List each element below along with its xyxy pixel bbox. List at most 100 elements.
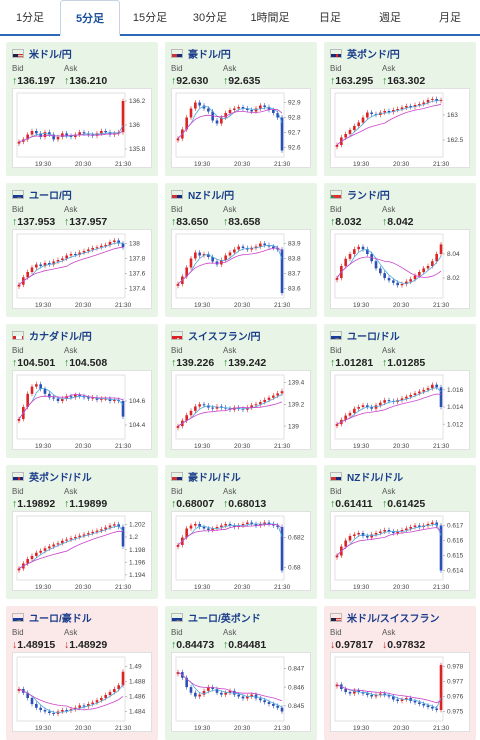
pair-name[interactable]: 米ドル/円 — [29, 46, 72, 61]
candle-body — [237, 695, 240, 697]
tab-1[interactable]: 5分足 — [60, 0, 120, 36]
y-tick-label: 0.617 — [447, 523, 464, 530]
pair-name[interactable]: 米ドル/スイスフラン — [347, 610, 439, 625]
candle-body — [414, 276, 417, 280]
y-tick-label: 0.845 — [288, 703, 305, 710]
tab-3[interactable]: 30分足 — [180, 0, 240, 34]
candle-body — [87, 533, 90, 534]
tab-6[interactable]: 週足 — [360, 0, 420, 34]
candle-body — [272, 704, 275, 706]
candle-body — [396, 283, 399, 285]
nz-flag-icon — [171, 190, 183, 199]
pair-name[interactable]: ユーロ/円 — [29, 187, 72, 202]
pair-name[interactable]: スイスフラン/円 — [188, 328, 260, 343]
x-tick-label: 19:30 — [35, 161, 52, 168]
ask-value: 0.84481 — [228, 639, 266, 651]
pair-name[interactable]: ユーロ/豪ドル — [29, 610, 92, 625]
ca-flag-icon — [12, 331, 24, 340]
candle-body — [366, 694, 369, 696]
pair-name[interactable]: 英ポンド/ドル — [29, 469, 92, 484]
pair-name[interactable]: 英ポンド/円 — [347, 46, 400, 61]
ask-label: Ask — [223, 628, 236, 638]
pair-name[interactable]: NZドル/ドル — [347, 469, 403, 484]
x-tick-label: 20:30 — [234, 725, 251, 732]
bid-value: 139.226 — [176, 357, 214, 369]
tab-2[interactable]: 15分足 — [120, 0, 180, 34]
candle-body — [344, 134, 347, 138]
plot-frame — [335, 375, 443, 439]
candle-body — [401, 108, 404, 110]
tab-0[interactable]: 1分足 — [0, 0, 60, 34]
pair-name[interactable]: ランド/円 — [347, 187, 390, 202]
pair-name[interactable]: 豪ドル/円 — [188, 46, 231, 61]
candle-body — [78, 536, 81, 537]
ask-value: 104.508 — [69, 357, 107, 369]
tab-4[interactable]: 1時間足 — [240, 0, 300, 34]
uk-flag-icon — [330, 49, 342, 58]
pair-name[interactable]: ユーロ/ドル — [347, 328, 400, 343]
candle-body — [344, 541, 347, 547]
y-tick-label: 83.8 — [288, 256, 301, 263]
candle-body — [366, 113, 369, 118]
card-header: 米ドル/円 — [12, 46, 152, 60]
x-tick-label: 20:30 — [75, 443, 92, 450]
candle-body — [220, 526, 223, 528]
pair-name[interactable]: ユーロ/英ポンド — [188, 610, 261, 625]
y-tick-label: 1.49 — [129, 664, 142, 671]
candle-body — [353, 249, 356, 254]
candle-body — [57, 260, 60, 262]
candle-body — [177, 284, 180, 286]
tab-5[interactable]: 日足 — [300, 0, 360, 34]
bid-label: Bid — [171, 205, 223, 215]
bid-label: Bid — [12, 487, 64, 497]
card-header: NZドル/ドル — [330, 469, 470, 483]
candle-body — [263, 400, 266, 402]
pair-name[interactable]: カナダドル/円 — [29, 328, 92, 343]
candle-body — [229, 110, 232, 113]
candle-body — [177, 139, 180, 141]
candle-body — [414, 393, 417, 395]
candle-body — [370, 113, 373, 115]
pair-name[interactable]: NZドル/円 — [188, 187, 234, 202]
pair-name[interactable]: 豪ドル/ドル — [188, 469, 241, 484]
candle-body — [78, 706, 81, 708]
tab-7[interactable]: 月足 — [420, 0, 480, 34]
x-tick-label: 20:30 — [234, 584, 251, 591]
